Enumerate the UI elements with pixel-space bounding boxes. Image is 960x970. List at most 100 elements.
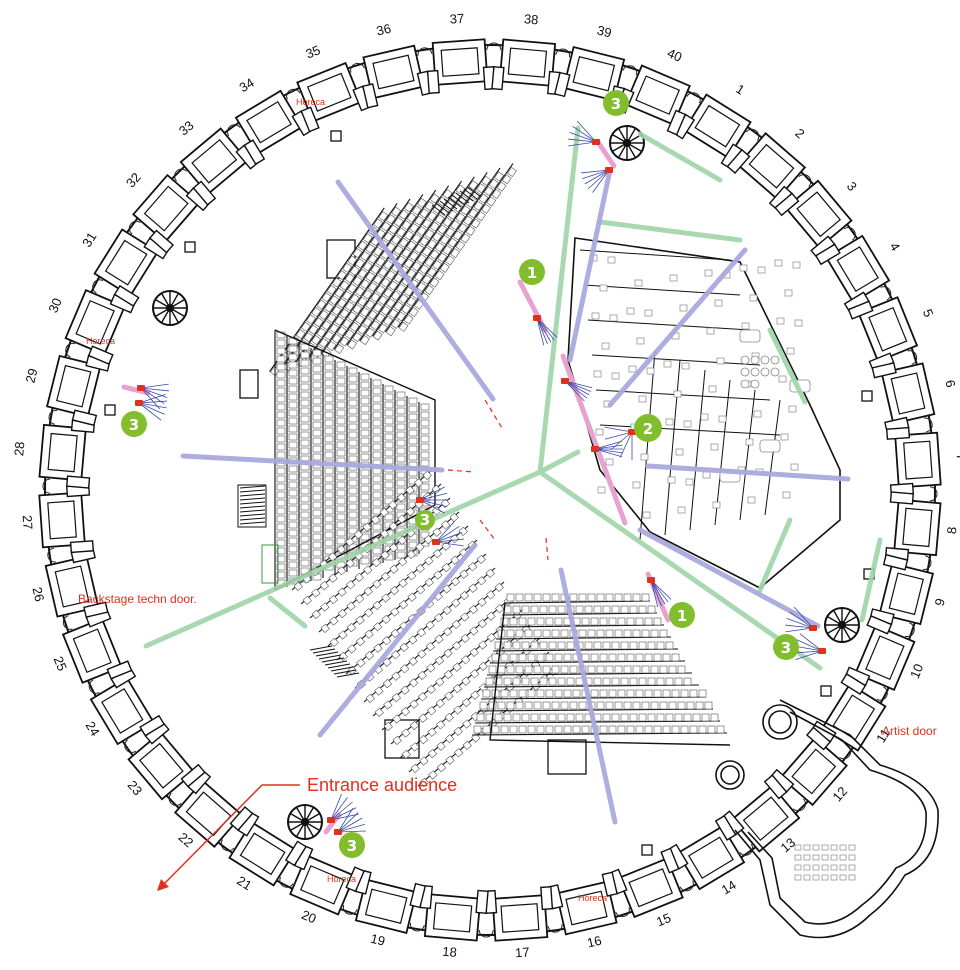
seat (455, 212, 466, 223)
bay-number-label: 30 (45, 296, 64, 315)
seat (632, 629, 641, 638)
seat (659, 665, 668, 674)
bay-number-label: 20 (299, 907, 318, 926)
seat (345, 558, 355, 569)
seat (339, 308, 350, 319)
seat (524, 701, 533, 710)
seat (424, 256, 435, 267)
seat (481, 175, 492, 186)
badge-3-top: 3 (603, 90, 629, 116)
seat (569, 701, 578, 710)
seat (489, 178, 499, 189)
seat (572, 725, 581, 734)
seat (587, 665, 596, 674)
seat (432, 548, 443, 559)
seat (420, 459, 430, 467)
seat (491, 653, 500, 662)
seat (653, 617, 662, 626)
seat (365, 327, 375, 338)
seat (312, 525, 322, 533)
seat (680, 689, 689, 698)
chair (712, 501, 721, 509)
door-swing (615, 907, 630, 918)
seat (348, 527, 358, 535)
seat (560, 701, 569, 710)
seat (605, 629, 614, 638)
seat (578, 593, 587, 602)
round-table (740, 367, 750, 377)
seat (288, 497, 298, 505)
seat (398, 293, 409, 304)
door-swing (745, 128, 760, 141)
seat (614, 665, 623, 674)
seat (623, 593, 632, 602)
seat (686, 701, 695, 710)
seat (300, 399, 310, 407)
wall-pier (774, 179, 853, 260)
seat (365, 243, 376, 254)
seat (611, 605, 620, 614)
seat (431, 484, 441, 495)
seat (433, 570, 443, 580)
seat (336, 529, 346, 537)
wall-pier (608, 847, 684, 919)
seat (521, 677, 530, 686)
seat (300, 367, 310, 375)
seat (406, 240, 417, 251)
seat (560, 629, 569, 638)
seat (336, 441, 346, 449)
wall-pier (726, 132, 807, 211)
seat (701, 713, 710, 722)
seat (590, 689, 599, 698)
seat (422, 218, 432, 229)
seat (420, 443, 430, 451)
seat (554, 689, 563, 698)
seat (440, 206, 450, 217)
seat (357, 268, 368, 279)
seat (611, 641, 620, 650)
seat (410, 742, 420, 752)
camera-positions (135, 120, 826, 835)
seat (427, 267, 437, 278)
seat (300, 351, 310, 359)
seat (611, 677, 620, 686)
seat (626, 617, 635, 626)
seat (602, 713, 611, 722)
seat (373, 246, 383, 257)
seat (599, 653, 608, 662)
seat (471, 733, 481, 743)
seat (276, 443, 286, 451)
seat (662, 725, 671, 734)
bay-number-label: 9 (932, 597, 948, 608)
seat (587, 629, 596, 638)
seat (288, 569, 298, 577)
door-swings (42, 42, 938, 938)
seat (459, 569, 469, 579)
seat (593, 605, 602, 614)
seat (406, 549, 416, 560)
seat (288, 409, 298, 417)
seat (596, 665, 605, 674)
door-swing (286, 88, 301, 100)
chair (646, 367, 655, 375)
seat (324, 379, 334, 387)
seat (425, 641, 436, 652)
door-swing (128, 220, 141, 235)
seat (397, 557, 408, 567)
seat (436, 741, 446, 751)
seat (346, 622, 357, 633)
seat (494, 713, 503, 722)
bay-number-label: 32 (123, 170, 144, 191)
seat (533, 701, 542, 710)
seat (629, 713, 638, 722)
seat (450, 576, 461, 587)
seat (650, 665, 659, 674)
seat (380, 305, 391, 316)
seat (347, 283, 358, 294)
seat (385, 298, 396, 309)
center-marks (447, 399, 549, 561)
svg-text:3: 3 (420, 511, 430, 529)
wall-pier (769, 726, 848, 807)
seat (276, 523, 286, 531)
seat (821, 844, 829, 851)
